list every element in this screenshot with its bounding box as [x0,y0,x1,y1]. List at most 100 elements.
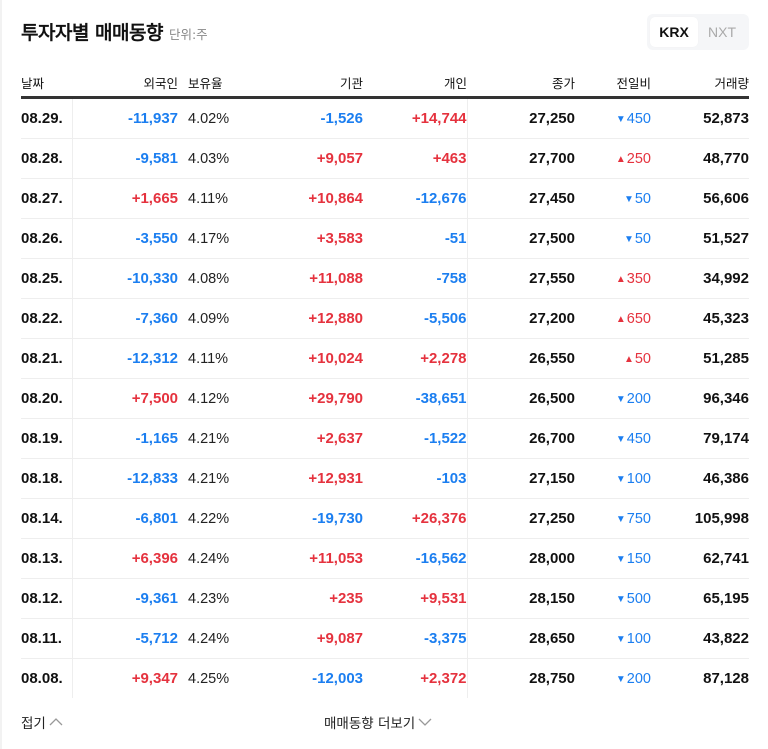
cell-foreign: -5,712 [72,618,178,659]
cell-individual: +14,744 [363,97,468,139]
cell-close: 27,150 [467,458,575,499]
cell-date: 08.08. [21,658,73,698]
panel-left-border [0,0,2,749]
cell-change: ▼200 [575,378,651,419]
cell-date: 08.14. [21,498,73,539]
col-header-ratio: 보유율 [178,68,238,99]
chevron-down-icon [418,718,432,726]
toggle-nxt[interactable]: NXT [708,24,736,40]
cell-individual: -5,506 [363,298,468,339]
triangle-up-icon: ▲ [615,153,626,165]
cell-institution: +12,880 [238,298,363,339]
cell-ratio: 4.03% [178,138,238,179]
section-title: 투자자별 매매동향 [21,22,163,44]
table-row: 08.22. -7,360 4.09% +12,880 -5,506 27,200 ▲650… [21,298,749,339]
cell-close: 28,650 [467,618,575,659]
col-header-date: 날짜 [21,68,72,99]
cell-foreign: -9,581 [72,138,178,179]
change-value: 50 [634,350,651,367]
more-label: 매매동향 더보기 [324,716,416,732]
cell-close: 28,150 [467,578,575,619]
change-value: 200 [626,670,651,687]
table-row: 08.21. -12,312 4.11% +10,024 +2,278 26,550 ▲50… [21,338,749,379]
table-row: 08.13. +6,396 4.24% +11,053 -16,562 28,000 ▼15… [21,538,749,579]
cell-institution: +235 [238,578,363,619]
chevron-up-icon [49,718,63,726]
cell-individual: -38,651 [363,378,468,419]
cell-volume: 56,606 [651,178,749,219]
cell-volume: 51,527 [651,218,749,259]
triangle-down-icon: ▼ [615,633,626,645]
cell-date: 08.27. [21,178,73,219]
cell-ratio: 4.11% [178,338,238,379]
col-header-individual: 개인 [363,68,467,99]
cell-institution: -19,730 [238,498,363,539]
cell-change: ▼100 [575,618,651,659]
cell-close: 27,200 [467,298,575,339]
table-row: 08.18. -12,833 4.21% +12,931 -103 27,150 ▼100 4… [21,458,749,499]
change-value: 350 [626,270,651,287]
cell-individual: -16,562 [363,538,468,579]
cell-date: 08.25. [21,258,73,299]
cell-change: ▼200 [575,659,651,699]
cell-foreign: -11,937 [72,97,178,139]
cell-change: ▲50 [575,338,651,379]
table-header-row: 날짜 외국인 보유율 기관 개인 종가 전일비 거래량 [21,68,749,99]
fold-button[interactable]: 접기 [21,712,63,732]
cell-foreign: -6,801 [72,498,178,539]
cell-close: 27,250 [467,498,575,539]
more-trading-button[interactable]: 매매동향 더보기 [324,712,432,732]
cell-ratio: 4.12% [178,378,238,419]
cell-ratio: 4.25% [188,670,230,687]
cell-change: ▼450 [575,97,651,139]
cell-change: ▼50 [575,178,651,219]
cell-individual: +26,376 [363,498,468,539]
change-value: 200 [626,390,651,407]
cell-date: 08.28. [21,138,73,179]
cell-volume: 105,998 [651,498,749,539]
triangle-down-icon: ▼ [615,473,626,485]
cell-ratio: 4.02% [178,97,238,139]
cell-ratio: 4.08% [178,258,238,299]
change-value: 50 [634,230,651,247]
triangle-up-icon: ▲ [615,273,626,285]
triangle-down-icon: ▼ [615,393,626,405]
toggle-krx[interactable]: KRX [650,17,698,47]
cell-ratio: 4.22% [178,498,238,539]
cell-institution: +11,053 [238,538,363,579]
table-row: 08.26. -3,550 4.17% +3,583 -51 27,500 ▼50 51,52… [21,218,749,259]
cell-date: 08.29. [21,97,73,139]
triangle-down-icon: ▼ [615,673,626,685]
cell-close: 28,000 [467,538,575,579]
cell-change: ▼750 [575,498,651,539]
cell-date: 08.18. [21,458,73,499]
cell-ratio: 4.09% [178,298,238,339]
triangle-down-icon: ▼ [615,553,626,565]
table-footer: 접기 매매동향 더보기 [0,708,768,736]
cell-institution: +9,087 [238,618,363,659]
cell-close: 27,450 [467,178,575,219]
cell-volume: 46,386 [651,458,749,499]
fold-label: 접기 [21,716,46,732]
change-value: 650 [626,310,651,327]
cell-individual: -3,375 [363,618,468,659]
cell-change: ▲250 [575,138,651,179]
cell-date: 08.19. [21,418,73,459]
cell-close: 26,700 [467,418,575,459]
cell-institution: +12,931 [238,458,363,499]
cell-date: 08.20. [21,378,73,419]
cell-volume: 34,992 [651,258,749,299]
cell-ratio: 4.17% [178,218,238,259]
cell-close: 26,550 [467,338,575,379]
cell-individual: -12,676 [363,178,468,219]
cell-volume: 48,770 [651,138,749,179]
cell-ratio: 4.24% [178,538,238,579]
cell-institution: +10,024 [238,338,363,379]
cell-change: ▼450 [575,418,651,459]
cell-ratio: 4.23% [178,578,238,619]
cell-institution: +11,088 [238,258,363,299]
cell-date: 08.11. [21,618,73,659]
table-row: 08.08. +9,347 4.25% -12,003 +2,372 28,750 ▼200… [21,658,749,699]
investor-trading-table: 날짜 외국인 보유율 기관 개인 종가 전일비 거래량 08.29. -11,93… [21,68,749,698]
change-value: 100 [626,470,651,487]
